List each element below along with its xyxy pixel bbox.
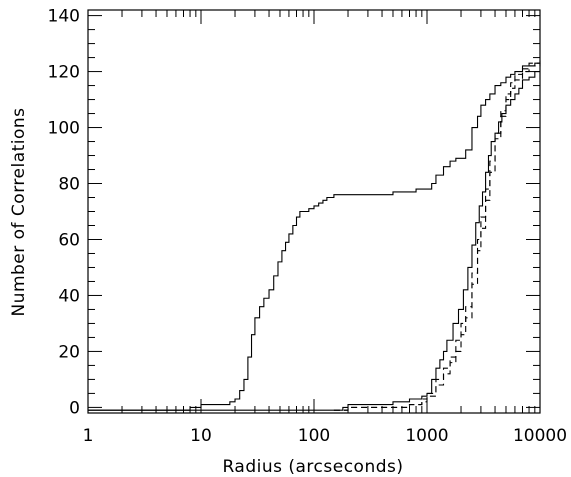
y-tick-label: 100 <box>48 119 80 139</box>
y-tick-label: 140 <box>48 7 80 27</box>
x-axis-ticks <box>87 10 536 413</box>
plot-frame <box>87 9 541 414</box>
y-tick-label: 120 <box>48 63 80 83</box>
series-line-2 <box>88 71 540 411</box>
x-tick-label: 1000 <box>405 426 448 446</box>
x-tick-label: 10000 <box>513 426 567 446</box>
y-tick-label: 0 <box>69 398 80 418</box>
y-tick-label: 60 <box>58 230 80 250</box>
series-layer <box>88 60 541 411</box>
plot-border <box>87 9 541 414</box>
y-tick-label: 20 <box>58 342 80 362</box>
series-line-4 <box>333 60 541 411</box>
series-line-3 <box>333 63 541 411</box>
x-axis-label: Radius (arcseconds) <box>222 457 403 477</box>
y-tick-labels: 0 20 40 60 80 100 120 140 <box>48 7 80 419</box>
x-tick-label: 1 <box>83 426 94 446</box>
x-tick-label: 100 <box>298 426 330 446</box>
y-axis-label: Number of Correlations <box>9 107 29 316</box>
x-tick-label: 10 <box>190 426 212 446</box>
y-tick-label: 40 <box>58 286 80 306</box>
y-tick-label: 80 <box>58 175 80 195</box>
series-line-1 <box>88 62 540 411</box>
y-axis-ticks <box>88 15 540 408</box>
x-tick-labels: 1 10 100 1000 10000 <box>83 426 567 446</box>
